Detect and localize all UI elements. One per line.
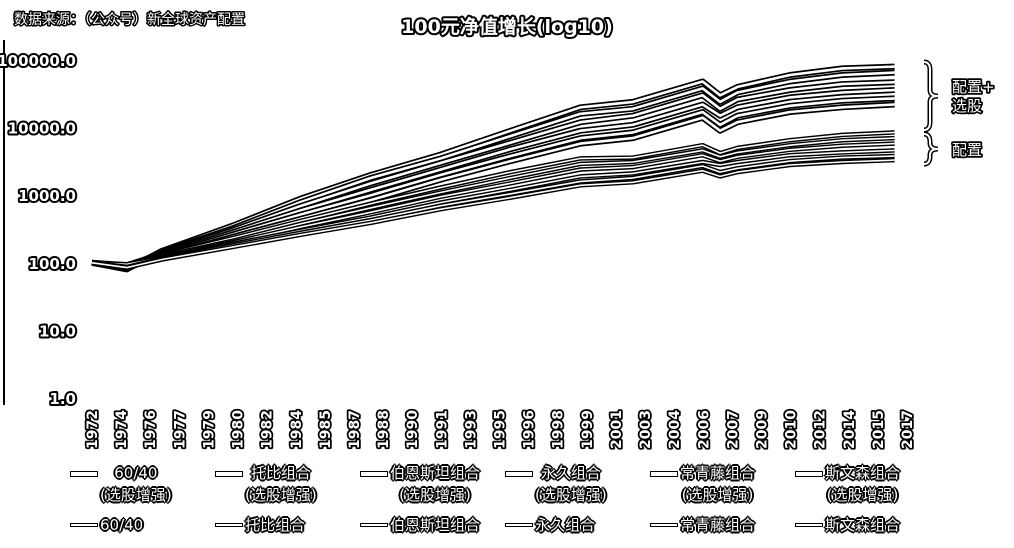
x-tick-label: 2014 [842,410,858,449]
x-tick-label: 1995 [493,410,509,449]
legend-swatch [215,471,243,477]
x-tick-label: 2012 [813,410,829,449]
legend-item: 斯文森组合 [795,514,900,536]
legend-label: 伯恩斯坦组合 [390,516,481,534]
legend-item: 伯恩斯坦组合 (选股增强) [360,462,480,506]
legend-item: 托比组合 (选股增强) [215,462,317,506]
legend-item: 托比组合 [215,514,305,536]
annotation-allocation: 配置 [952,141,982,159]
chart-title: 100元净值增长(log10) [401,15,613,38]
legend-label: 60/40 (选股增强) [100,464,172,504]
x-tick-label: 2017 [900,410,916,449]
y-tick-label: 1.0 [49,390,76,408]
legend-swatch [505,523,533,527]
legend-label: 常青藤组合 (选股增强) [680,464,756,504]
legend-item: 斯文森组合 (选股增强) [795,462,900,506]
legend-swatch [505,471,533,477]
x-tick-label: 1976 [143,410,159,449]
legend-label: 60/40 [100,516,144,534]
legend-label: 斯文森组合 (选股增强) [825,464,901,504]
x-tick-label: 2009 [754,410,770,449]
legend-item: 常青藤组合 [650,514,755,536]
x-tick-label: 2004 [667,410,683,449]
y-tick-label: 10000.0 [8,120,76,138]
legend-swatch [360,523,388,527]
legend-label: 常青藤组合 [680,516,756,534]
x-tick-label: 1984 [289,410,305,449]
x-tick-label: 1972 [85,410,101,449]
x-tick-label: 1998 [551,410,567,449]
x-tick-label: 1985 [318,410,334,449]
x-tick-label: 1977 [172,410,188,449]
legend-label: 托比组合 (选股增强) [245,464,317,504]
legend-swatch [70,523,98,527]
y-tick-label: 1000.0 [18,187,76,205]
legend-label: 永久组合 (选股增强) [535,464,607,504]
x-tick-label: 2003 [638,410,654,449]
x-tick-label: 1979 [201,410,217,449]
legend-label: 伯恩斯坦组合 (选股增强) [390,464,481,504]
y-tick-label: 100000.0 [0,52,76,70]
legend-swatch [795,523,823,527]
annotation-enhanced: 配置+ [952,78,995,96]
legend-label: 斯文森组合 [825,516,901,534]
legend-item: 永久组合 (选股增强) [505,462,607,506]
x-tick-label: 2001 [609,410,625,449]
x-tick-label: 1974 [114,410,130,449]
legend-item: 永久组合 [505,514,595,536]
x-tick-label: 1988 [376,410,392,449]
legend-item: 常青藤组合 (选股增强) [650,462,755,506]
legend-swatch [215,523,243,527]
x-tick-label: 1996 [522,410,538,449]
annotation-brace-allocation [923,133,939,165]
x-tick-label: 1991 [434,410,450,449]
x-tick-label: 2015 [871,410,887,449]
x-tick-label: 1999 [580,410,596,449]
source-note: 数据来源：（公众号）新全球资产配置 [14,11,245,28]
x-tick-label: 2007 [725,410,741,449]
x-tick-label: 2010 [784,410,800,449]
legend-item: 伯恩斯坦组合 [360,514,480,536]
legend-swatch [360,471,388,477]
series-line [91,159,895,269]
legend-swatch [70,471,98,477]
x-tick-label: 1993 [463,410,479,449]
x-tick-label: 1987 [347,410,363,449]
legend-item: 60/40 (选股增强) [70,462,172,506]
annotation-enhanced: 选股 [952,97,982,115]
legend-item: 60/40 [70,514,143,536]
legend-swatch [795,471,823,477]
x-tick-label: 1982 [260,410,276,449]
x-tick-label: 2006 [696,410,712,449]
x-tick-label: 1990 [405,410,421,449]
y-tick-label: 10.0 [39,322,76,340]
x-tick-label: 1980 [231,410,247,449]
legend-label: 永久组合 [535,516,596,534]
y-tick-label: 100.0 [29,255,76,273]
annotation-brace-enhanced [923,61,939,131]
legend-swatch [650,471,678,477]
legend-swatch [650,523,678,527]
legend-label: 托比组合 [245,516,306,534]
